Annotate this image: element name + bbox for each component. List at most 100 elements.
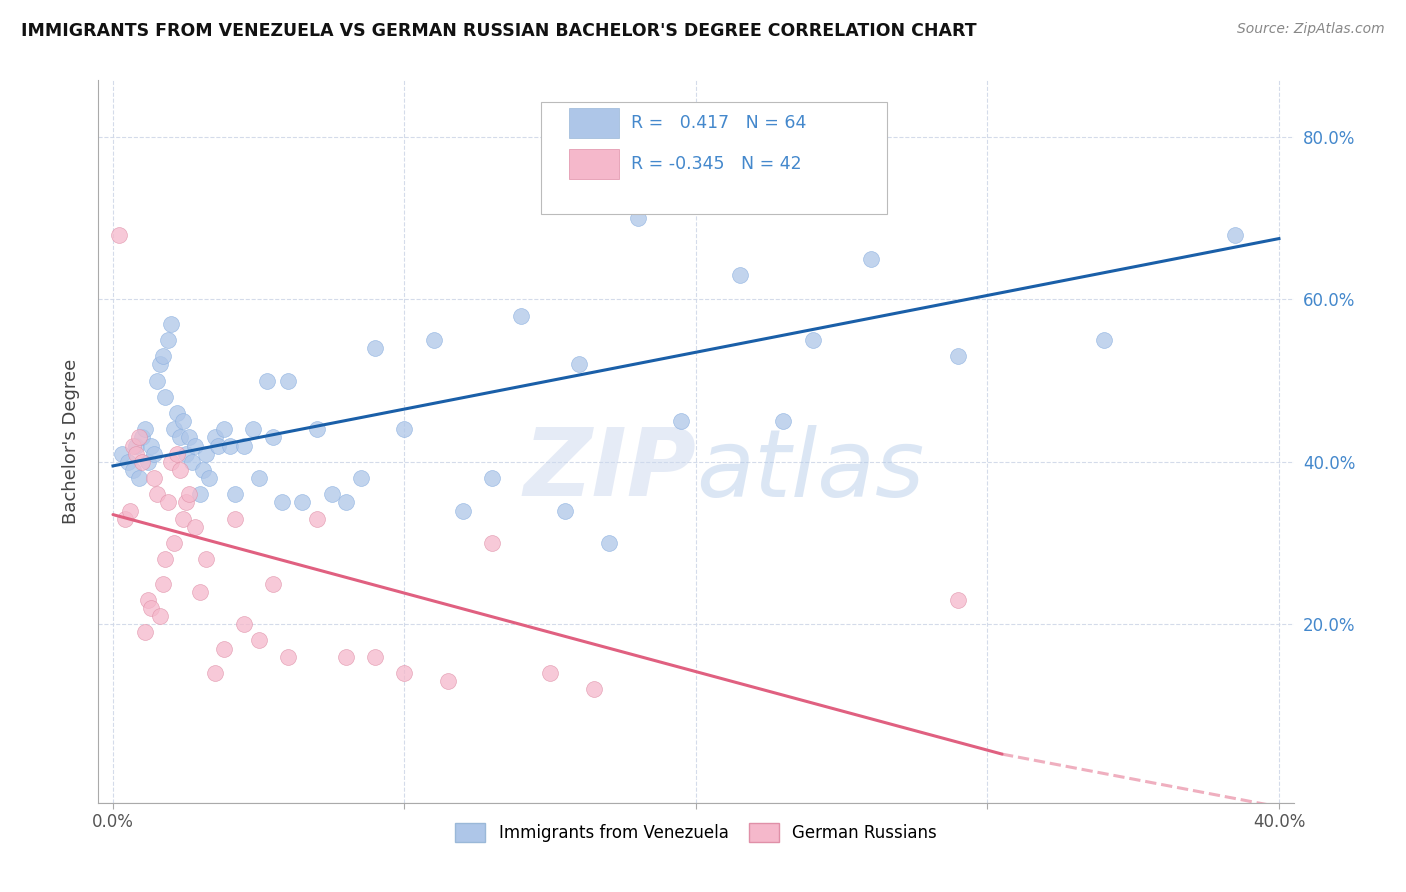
Point	[155, 552, 177, 566]
Point	[122, 463, 145, 477]
Point	[139, 601, 162, 615]
Point	[193, 463, 215, 477]
Point	[305, 511, 328, 525]
Point	[163, 422, 186, 436]
Point	[212, 641, 235, 656]
Point	[149, 609, 172, 624]
Point	[172, 414, 194, 428]
Point	[948, 592, 970, 607]
FancyBboxPatch shape	[569, 108, 620, 138]
Point	[262, 430, 284, 444]
Point	[152, 576, 174, 591]
Point	[169, 463, 191, 477]
Point	[174, 495, 197, 509]
Point	[198, 471, 221, 485]
Point	[142, 471, 165, 485]
Point	[212, 422, 235, 436]
Point	[335, 495, 357, 509]
Point	[262, 576, 284, 591]
Point	[394, 665, 416, 680]
Point	[948, 349, 970, 363]
Point	[108, 227, 131, 242]
Point	[568, 358, 591, 372]
Point	[305, 422, 328, 436]
Point	[174, 447, 197, 461]
Point	[128, 430, 150, 444]
Point	[183, 439, 205, 453]
Point	[204, 430, 226, 444]
Point	[364, 649, 387, 664]
Point	[155, 390, 177, 404]
Point	[801, 333, 824, 347]
Text: ZIP: ZIP	[523, 425, 696, 516]
Point	[538, 665, 561, 680]
Point	[139, 439, 162, 453]
Point	[122, 439, 145, 453]
Point	[169, 430, 191, 444]
Point	[183, 520, 205, 534]
Point	[422, 333, 444, 347]
Point	[134, 422, 156, 436]
Point	[136, 592, 159, 607]
Point	[172, 511, 194, 525]
Point	[598, 536, 620, 550]
Point	[204, 665, 226, 680]
Point	[160, 455, 183, 469]
Point	[111, 447, 134, 461]
Point	[157, 495, 180, 509]
Point	[177, 430, 200, 444]
Point	[582, 682, 605, 697]
Point	[152, 349, 174, 363]
Point	[510, 309, 533, 323]
Point	[224, 511, 246, 525]
Point	[1225, 227, 1247, 242]
Point	[350, 471, 373, 485]
Point	[207, 439, 229, 453]
Point	[145, 487, 167, 501]
Point	[114, 511, 136, 525]
Point	[772, 414, 794, 428]
Point	[437, 673, 460, 688]
Point	[190, 584, 212, 599]
Point	[180, 455, 202, 469]
Point	[277, 649, 299, 664]
Point	[627, 211, 650, 226]
Point	[120, 503, 142, 517]
Legend: Immigrants from Venezuela, German Russians: Immigrants from Venezuela, German Russia…	[449, 816, 943, 848]
Y-axis label: Bachelor's Degree: Bachelor's Degree	[62, 359, 80, 524]
Point	[149, 358, 172, 372]
Point	[321, 487, 343, 501]
Point	[125, 439, 148, 453]
Point	[218, 439, 240, 453]
Text: R =   0.417   N = 64: R = 0.417 N = 64	[631, 114, 807, 132]
Text: Source: ZipAtlas.com: Source: ZipAtlas.com	[1237, 22, 1385, 37]
Point	[364, 341, 387, 355]
Point	[728, 268, 751, 282]
Point	[451, 503, 474, 517]
Point	[394, 422, 416, 436]
Point	[247, 633, 270, 648]
FancyBboxPatch shape	[569, 149, 620, 179]
Point	[247, 471, 270, 485]
Point	[859, 252, 882, 266]
Text: atlas: atlas	[696, 425, 924, 516]
Point	[134, 625, 156, 640]
Point	[224, 487, 246, 501]
FancyBboxPatch shape	[541, 102, 887, 214]
Point	[554, 503, 576, 517]
Point	[142, 447, 165, 461]
Point	[131, 430, 153, 444]
Point	[233, 617, 256, 632]
Point	[177, 487, 200, 501]
Point	[641, 162, 664, 177]
Point	[481, 471, 503, 485]
Point	[233, 439, 256, 453]
Point	[671, 414, 693, 428]
Point	[271, 495, 294, 509]
Point	[190, 487, 212, 501]
Point	[277, 374, 299, 388]
Point	[335, 649, 357, 664]
Point	[1092, 333, 1115, 347]
Point	[128, 471, 150, 485]
Point	[195, 552, 218, 566]
